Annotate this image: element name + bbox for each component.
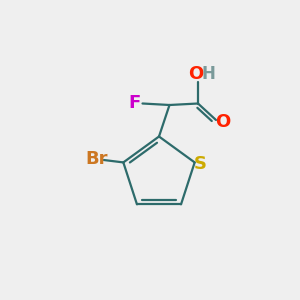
Text: S: S xyxy=(194,155,207,173)
Text: O: O xyxy=(215,113,230,131)
Text: O: O xyxy=(188,65,203,83)
Text: Br: Br xyxy=(85,149,108,167)
Text: H: H xyxy=(202,65,215,83)
Text: F: F xyxy=(129,94,141,112)
